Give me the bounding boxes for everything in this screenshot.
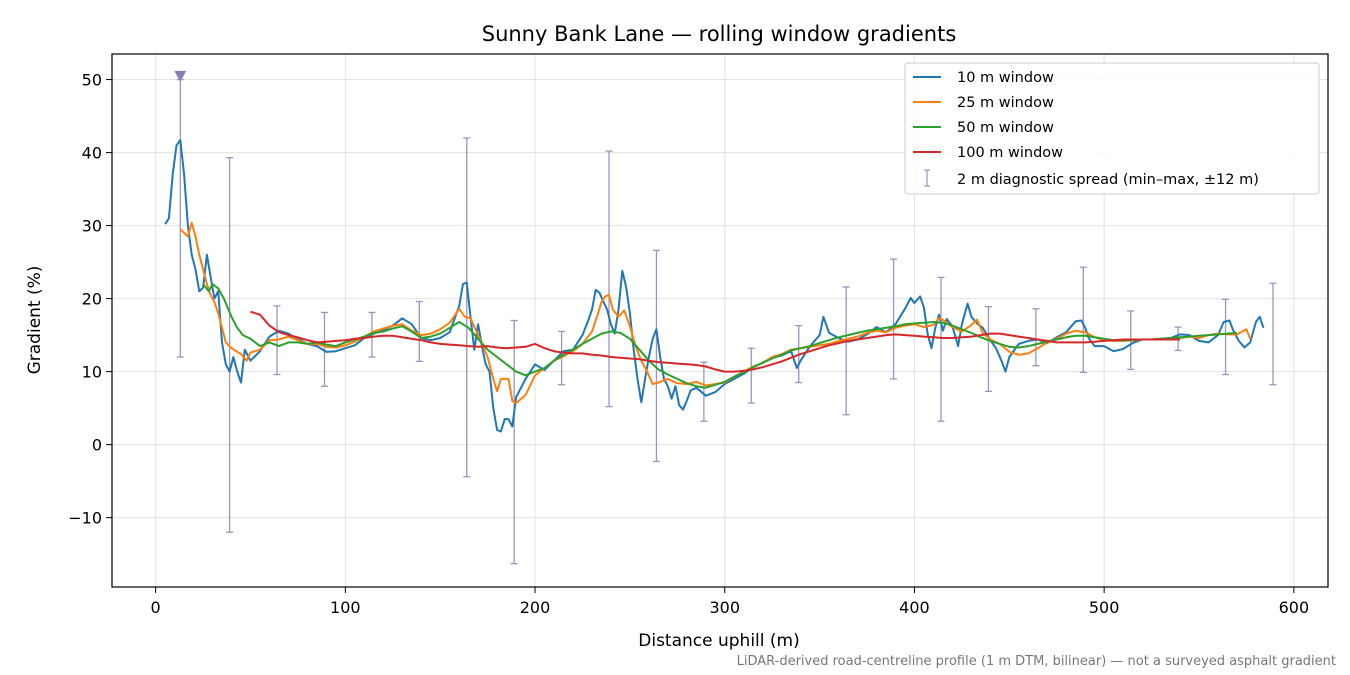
x-tick-label: 300: [709, 598, 740, 617]
plot-frame: [111, 53, 1329, 588]
legend-label-25m: 25 m window: [957, 95, 1054, 111]
y-tick-label: 0: [92, 436, 102, 455]
error-bar: [605, 150, 613, 408]
chart-title: Sunny Bank Lane — rolling window gradien…: [482, 22, 957, 46]
legend-box: [904, 62, 1320, 195]
error-bar: [890, 258, 898, 380]
y-tick-label: 50: [82, 71, 102, 90]
error-bar: [320, 311, 328, 387]
y-tick-label: 10: [82, 363, 102, 382]
x-tick-label: 500: [1089, 598, 1120, 617]
error-bar: [1269, 282, 1277, 386]
x-tick-label: 600: [1279, 598, 1310, 617]
y-tick-label: −10: [68, 509, 102, 528]
error-bar: [510, 319, 518, 565]
series-lines: [164, 139, 1265, 433]
series-line-3: [250, 310, 1180, 373]
x-tick-label: 400: [899, 598, 930, 617]
legend-label-50m: 50 m window: [957, 120, 1054, 136]
clip-marker: [174, 70, 187, 82]
y-axis-ticks: −10 0 10 20 30 40 50: [68, 71, 112, 528]
error-bar: [700, 361, 708, 422]
error-bar: [842, 286, 850, 416]
footnote: LiDAR-derived road-centreline profile (1…: [737, 654, 1336, 669]
x-axis-label: Distance uphill (m): [638, 631, 799, 651]
error-bar: [1222, 298, 1230, 376]
error-bar: [652, 249, 660, 463]
y-tick-label: 30: [82, 217, 102, 236]
x-tick-label: 100: [330, 598, 361, 617]
y-tick-label: 40: [82, 144, 102, 163]
error-bar: [747, 347, 755, 404]
series-line-2: [202, 283, 1237, 389]
x-tick-label: 0: [151, 598, 161, 617]
legend-label-errorbar: 2 m diagnostic spread (min–max, ±12 m): [957, 172, 1259, 188]
x-tick-label: 200: [520, 598, 551, 617]
legend-label-10m: 10 m window: [957, 70, 1054, 86]
error-bar: [937, 276, 945, 422]
error-bar: [176, 78, 184, 358]
y-axis-label: Gradient (%): [25, 266, 45, 375]
y-tick-label: 20: [82, 290, 102, 309]
legend: 10 m window 25 m window 50 m window 100 …: [904, 62, 1320, 195]
x-axis-ticks: 0 100 200 300 400 500 600: [151, 587, 1310, 617]
error-bar: [984, 305, 992, 392]
error-bar: [1032, 308, 1040, 367]
error-bar: [1079, 266, 1087, 373]
legend-label-100m: 100 m window: [957, 145, 1063, 161]
error-bar: [415, 300, 423, 363]
error-bar: [463, 137, 471, 478]
series-line-1: [179, 221, 1252, 404]
legend-swatch-errorbar: [924, 169, 930, 187]
